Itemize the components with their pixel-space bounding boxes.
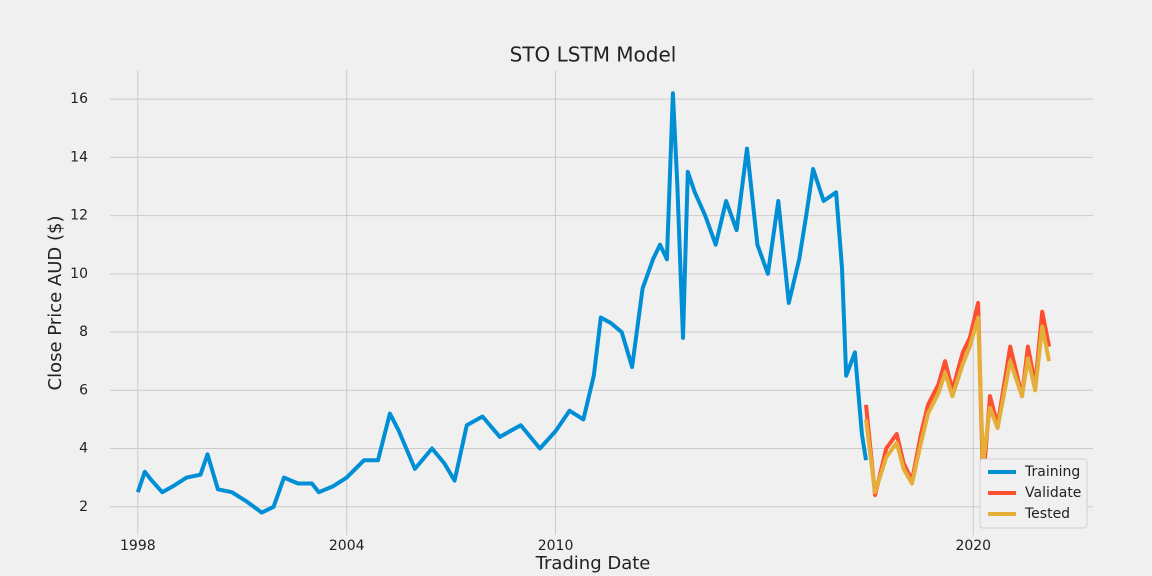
y-tick-label: 6 bbox=[79, 382, 88, 398]
x-tick-label: 2020 bbox=[955, 538, 991, 554]
legend-box bbox=[979, 458, 1088, 529]
y-axis-label: Close Price AUD ($) bbox=[45, 216, 66, 391]
y-tick-label: 8 bbox=[79, 324, 88, 340]
y-tick-label: 10 bbox=[70, 266, 88, 282]
y-tick-label: 2 bbox=[79, 499, 88, 515]
x-tick-label: 2004 bbox=[329, 538, 365, 554]
x-tick-label: 2010 bbox=[538, 538, 574, 554]
legend-label: Tested bbox=[1024, 506, 1070, 522]
chart-title: STO LSTM Model bbox=[510, 43, 677, 67]
series-line bbox=[864, 315, 1052, 495]
y-tick-label: 4 bbox=[79, 441, 88, 457]
legend-label: Training bbox=[1024, 464, 1080, 480]
x-axis-label: Trading Date bbox=[535, 553, 651, 574]
y-tick-label: 14 bbox=[70, 149, 88, 165]
x-tick-label: 1998 bbox=[120, 538, 156, 554]
series-line bbox=[135, 91, 868, 515]
y-tick-label: 16 bbox=[70, 91, 88, 107]
legend-label: Validate bbox=[1025, 485, 1081, 501]
y-tick-label: 12 bbox=[70, 208, 88, 224]
